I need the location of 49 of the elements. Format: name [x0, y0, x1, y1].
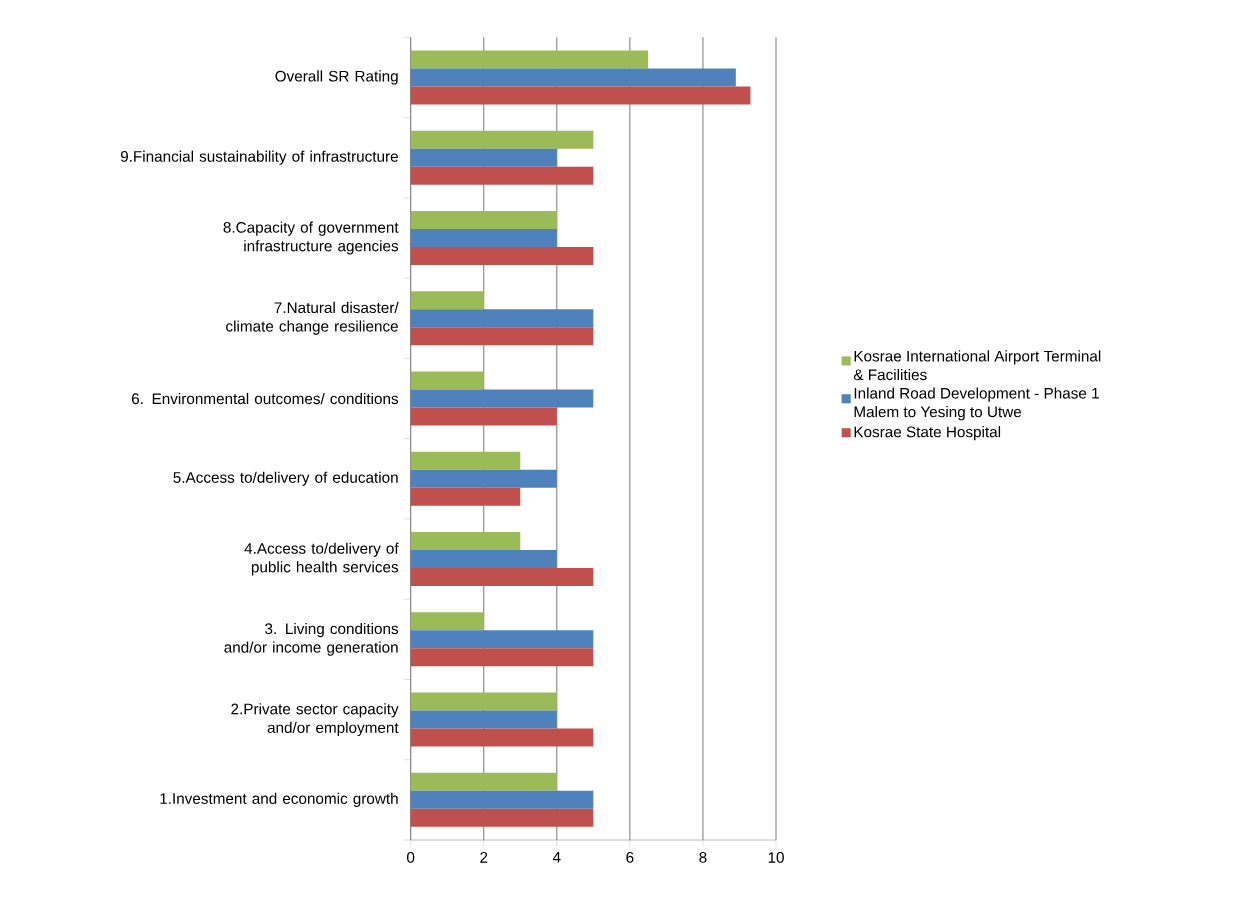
bar: [410, 469, 557, 488]
bar: [410, 407, 557, 426]
y-tick-label: 9.Financial sustainability of infrastructure: [120, 150, 398, 165]
bar: [410, 228, 557, 247]
bar: [410, 808, 594, 827]
y-tick-label: 8.Capacity of government infrastructure agencies: [223, 221, 399, 255]
bar: [410, 86, 751, 105]
bar: [410, 550, 557, 569]
bar: [410, 710, 557, 729]
bar: [410, 371, 484, 390]
bar: [410, 630, 594, 649]
bar: [410, 612, 484, 631]
bar: [410, 166, 594, 185]
y-tick-label: 4.Access to/delivery of public health services: [244, 542, 399, 576]
y-tick-label: 2.Private sector capacity and/or employment: [231, 703, 399, 737]
x-tick-label: 2: [480, 852, 488, 863]
x-tick-label: 4: [552, 852, 561, 863]
x-tick-label: 0: [407, 852, 415, 863]
legend-label: Inland Road Development - Phase 1 Malem to Yesing to Utwe: [854, 387, 1099, 421]
bar: [410, 327, 594, 346]
bar: [410, 648, 594, 667]
bar: [410, 130, 594, 149]
y-tick-label: 3. Living conditions and/or income generation: [224, 622, 399, 656]
x-tick-label: 6: [626, 852, 634, 863]
bar: [410, 487, 521, 506]
bar: [410, 728, 594, 747]
bar: [410, 692, 557, 711]
bar: [410, 389, 594, 408]
bar: [410, 772, 557, 791]
bar: [410, 50, 649, 69]
legend-label: Kosrae State Hospital: [854, 426, 1001, 441]
bar: [410, 148, 557, 167]
bar: [410, 246, 594, 265]
bar: [410, 291, 484, 310]
bar: [410, 790, 594, 809]
x-tick-label: 8: [699, 852, 707, 863]
bar: [410, 68, 736, 87]
bar: [410, 210, 557, 229]
y-tick-label: 1.Investment and economic growth: [160, 792, 398, 807]
y-tick-label: 6. Environmental outcomes/ conditions: [131, 392, 399, 405]
y-tick-label: 5.Access to/delivery of education: [173, 471, 398, 486]
bar: [410, 309, 594, 328]
y-tick-label: Overall SR Rating: [275, 70, 398, 85]
bar: [410, 451, 521, 470]
bar: [410, 532, 521, 551]
y-tick-label: 7.Natural disaster/ climate change resilience: [226, 301, 399, 335]
x-tick-label: 10: [768, 852, 784, 863]
legend-label: Kosrae International Airport Terminal & Facilities: [853, 350, 1101, 381]
bar: [410, 568, 594, 587]
